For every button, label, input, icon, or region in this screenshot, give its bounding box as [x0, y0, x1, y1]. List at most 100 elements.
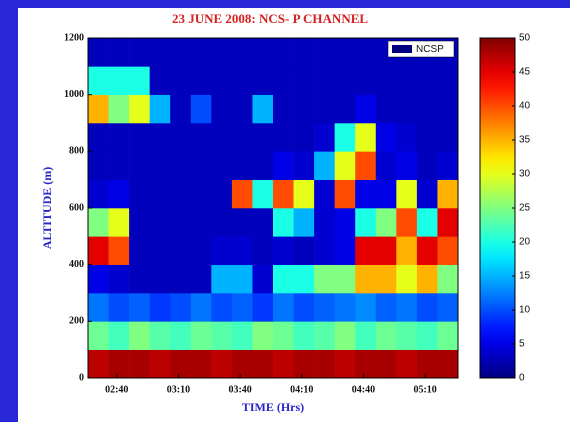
heat-cell — [355, 179, 377, 209]
heat-cell — [375, 321, 397, 350]
heat-cell — [437, 179, 459, 209]
heat-cell — [334, 94, 356, 124]
heat-cell — [170, 123, 192, 152]
heat-cell — [396, 293, 418, 322]
colorbar-tick-label: 5 — [519, 339, 525, 350]
heat-cell — [293, 349, 315, 379]
heat-cell — [149, 94, 171, 124]
heat-cell — [273, 208, 294, 237]
heat-cell — [108, 38, 130, 67]
heat-cell — [396, 208, 418, 237]
heat-cell — [396, 349, 418, 379]
heat-cell — [334, 38, 356, 67]
heat-cell — [293, 264, 315, 294]
heat-cell — [437, 236, 459, 265]
heat-cell — [170, 66, 192, 95]
heat-cell — [190, 293, 212, 322]
heat-cell — [293, 208, 315, 237]
colorbar-tick-label: 15 — [519, 271, 531, 282]
heat-cell — [231, 123, 253, 152]
left-border — [0, 0, 18, 422]
heat-cell — [211, 123, 233, 152]
heat-cell — [273, 123, 294, 152]
heat-cell — [149, 66, 171, 95]
colorbar-tick-label: 30 — [519, 169, 531, 180]
heat-cell — [293, 151, 315, 180]
heat-cell — [231, 208, 253, 237]
heat-cell — [252, 94, 274, 124]
heat-cell — [273, 38, 294, 67]
y-tick-label: 400 — [69, 259, 84, 270]
heat-cell — [129, 94, 150, 124]
heat-cell — [190, 264, 212, 294]
heat-cell — [108, 236, 130, 265]
heat-cell — [355, 264, 377, 294]
x-tick-label: 03:10 — [167, 384, 190, 395]
heat-cell — [108, 179, 130, 209]
y-tick-label: 0 — [79, 372, 84, 383]
heat-cell — [231, 321, 253, 350]
heat-cell — [314, 38, 335, 67]
heat-cell — [252, 151, 274, 180]
y-tick-label: 800 — [69, 146, 84, 157]
chart-title: 23 JUNE 2008: NCS- P CHANNEL — [172, 11, 368, 26]
heat-cell — [149, 179, 171, 209]
heat-cell — [129, 66, 150, 95]
heat-cell — [375, 293, 397, 322]
heat-cell — [170, 321, 192, 350]
heat-cell — [314, 264, 335, 294]
heat-cell — [231, 264, 253, 294]
heat-cell — [211, 66, 233, 95]
heat-cell — [149, 208, 171, 237]
y-tick-label: 200 — [69, 316, 84, 327]
heat-cell — [108, 66, 130, 95]
heat-cell — [375, 94, 397, 124]
heat-cell — [211, 349, 233, 379]
heat-cell — [334, 349, 356, 379]
heat-cell — [88, 349, 109, 379]
heat-cell — [293, 38, 315, 67]
x-tick-label: 05:10 — [413, 384, 436, 395]
heat-cell — [416, 208, 438, 237]
heat-cell — [334, 208, 356, 237]
heat-cell — [314, 179, 335, 209]
heat-cell — [334, 151, 356, 180]
colorbar-tick-label: 10 — [519, 305, 531, 316]
heat-cell — [190, 236, 212, 265]
heat-cell — [231, 349, 253, 379]
heat-cell — [375, 151, 397, 180]
heat-cell — [252, 264, 274, 294]
heat-cell — [334, 179, 356, 209]
heat-cell — [375, 349, 397, 379]
heat-cell — [231, 293, 253, 322]
heat-cell — [88, 179, 109, 209]
heat-cell — [334, 236, 356, 265]
heat-cell — [231, 66, 253, 95]
heat-cell — [170, 94, 192, 124]
heat-cell — [190, 66, 212, 95]
heat-cell — [293, 179, 315, 209]
heat-cell — [416, 236, 438, 265]
heat-cell — [437, 208, 459, 237]
colorbar-tick-label: 20 — [519, 237, 531, 248]
heat-cell — [375, 66, 397, 95]
heat-cell — [396, 179, 418, 209]
heat-cell — [416, 94, 438, 124]
heat-cell — [293, 94, 315, 124]
heat-cell — [334, 123, 356, 152]
heat-cell — [211, 236, 233, 265]
heat-cell — [129, 264, 150, 294]
heat-cell — [334, 293, 356, 322]
heat-cell — [211, 38, 233, 67]
legend-label: NCSP — [416, 44, 444, 55]
heat-cell — [437, 264, 459, 294]
heat-cell — [170, 236, 192, 265]
heat-cell — [88, 236, 109, 265]
heat-cell — [88, 293, 109, 322]
heat-cell — [273, 349, 294, 379]
heat-cell — [396, 123, 418, 152]
legend-swatch — [392, 45, 412, 53]
heat-cell — [293, 123, 315, 152]
heat-cell — [355, 293, 377, 322]
heat-cell — [355, 94, 377, 124]
